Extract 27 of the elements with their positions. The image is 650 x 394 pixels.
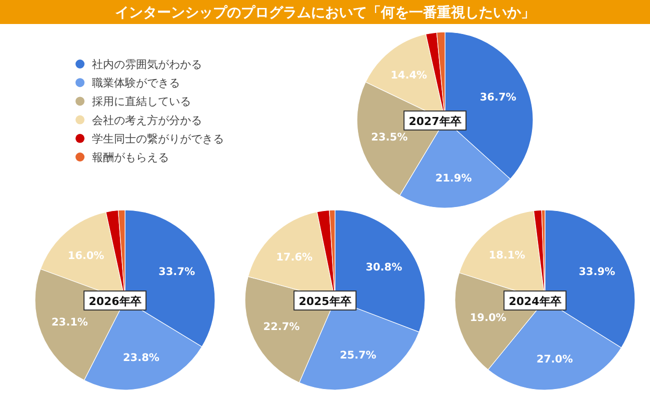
data-label: 16.0% — [68, 250, 105, 262]
text: 2027年卒 — [408, 115, 462, 128]
legend-label: 職業体験ができる — [92, 76, 180, 90]
text: 2026年卒 — [88, 295, 142, 308]
legend-label: 会社の考え方が分かる — [92, 114, 202, 127]
data-label: 22.7% — [263, 320, 300, 333]
data-label: 17.6% — [276, 252, 314, 264]
legend-label: 学生同士の繋がりができる — [92, 132, 224, 146]
text: 2025年卒 — [298, 295, 352, 308]
data-label: 33.7% — [158, 266, 196, 278]
data-label: 23.5% — [371, 132, 408, 144]
chart-subtitle: インターンシップのプログラムにおいて「何を一番重視したいか」 — [115, 4, 535, 21]
data-label: 18.1% — [488, 249, 526, 262]
legend-label: 報酬がもらえる — [92, 151, 169, 164]
data-label: 14.4% — [390, 70, 428, 82]
data-label: 25.7% — [340, 350, 377, 362]
data-label: 23.1% — [51, 316, 88, 329]
text: 2024年卒 — [508, 295, 562, 308]
data-label: 36.7% — [480, 91, 517, 104]
legend-label: 社内の雰囲気がわかる — [92, 58, 202, 71]
data-label: 21.9% — [435, 172, 472, 184]
data-label: 19.0% — [470, 312, 507, 324]
legend-label: 採用に直結している — [92, 95, 191, 108]
data-label: 27.0% — [536, 354, 574, 366]
data-label: 33.9% — [578, 266, 616, 278]
data-label: 23.8% — [122, 352, 160, 364]
data-label: 30.8% — [366, 261, 403, 274]
